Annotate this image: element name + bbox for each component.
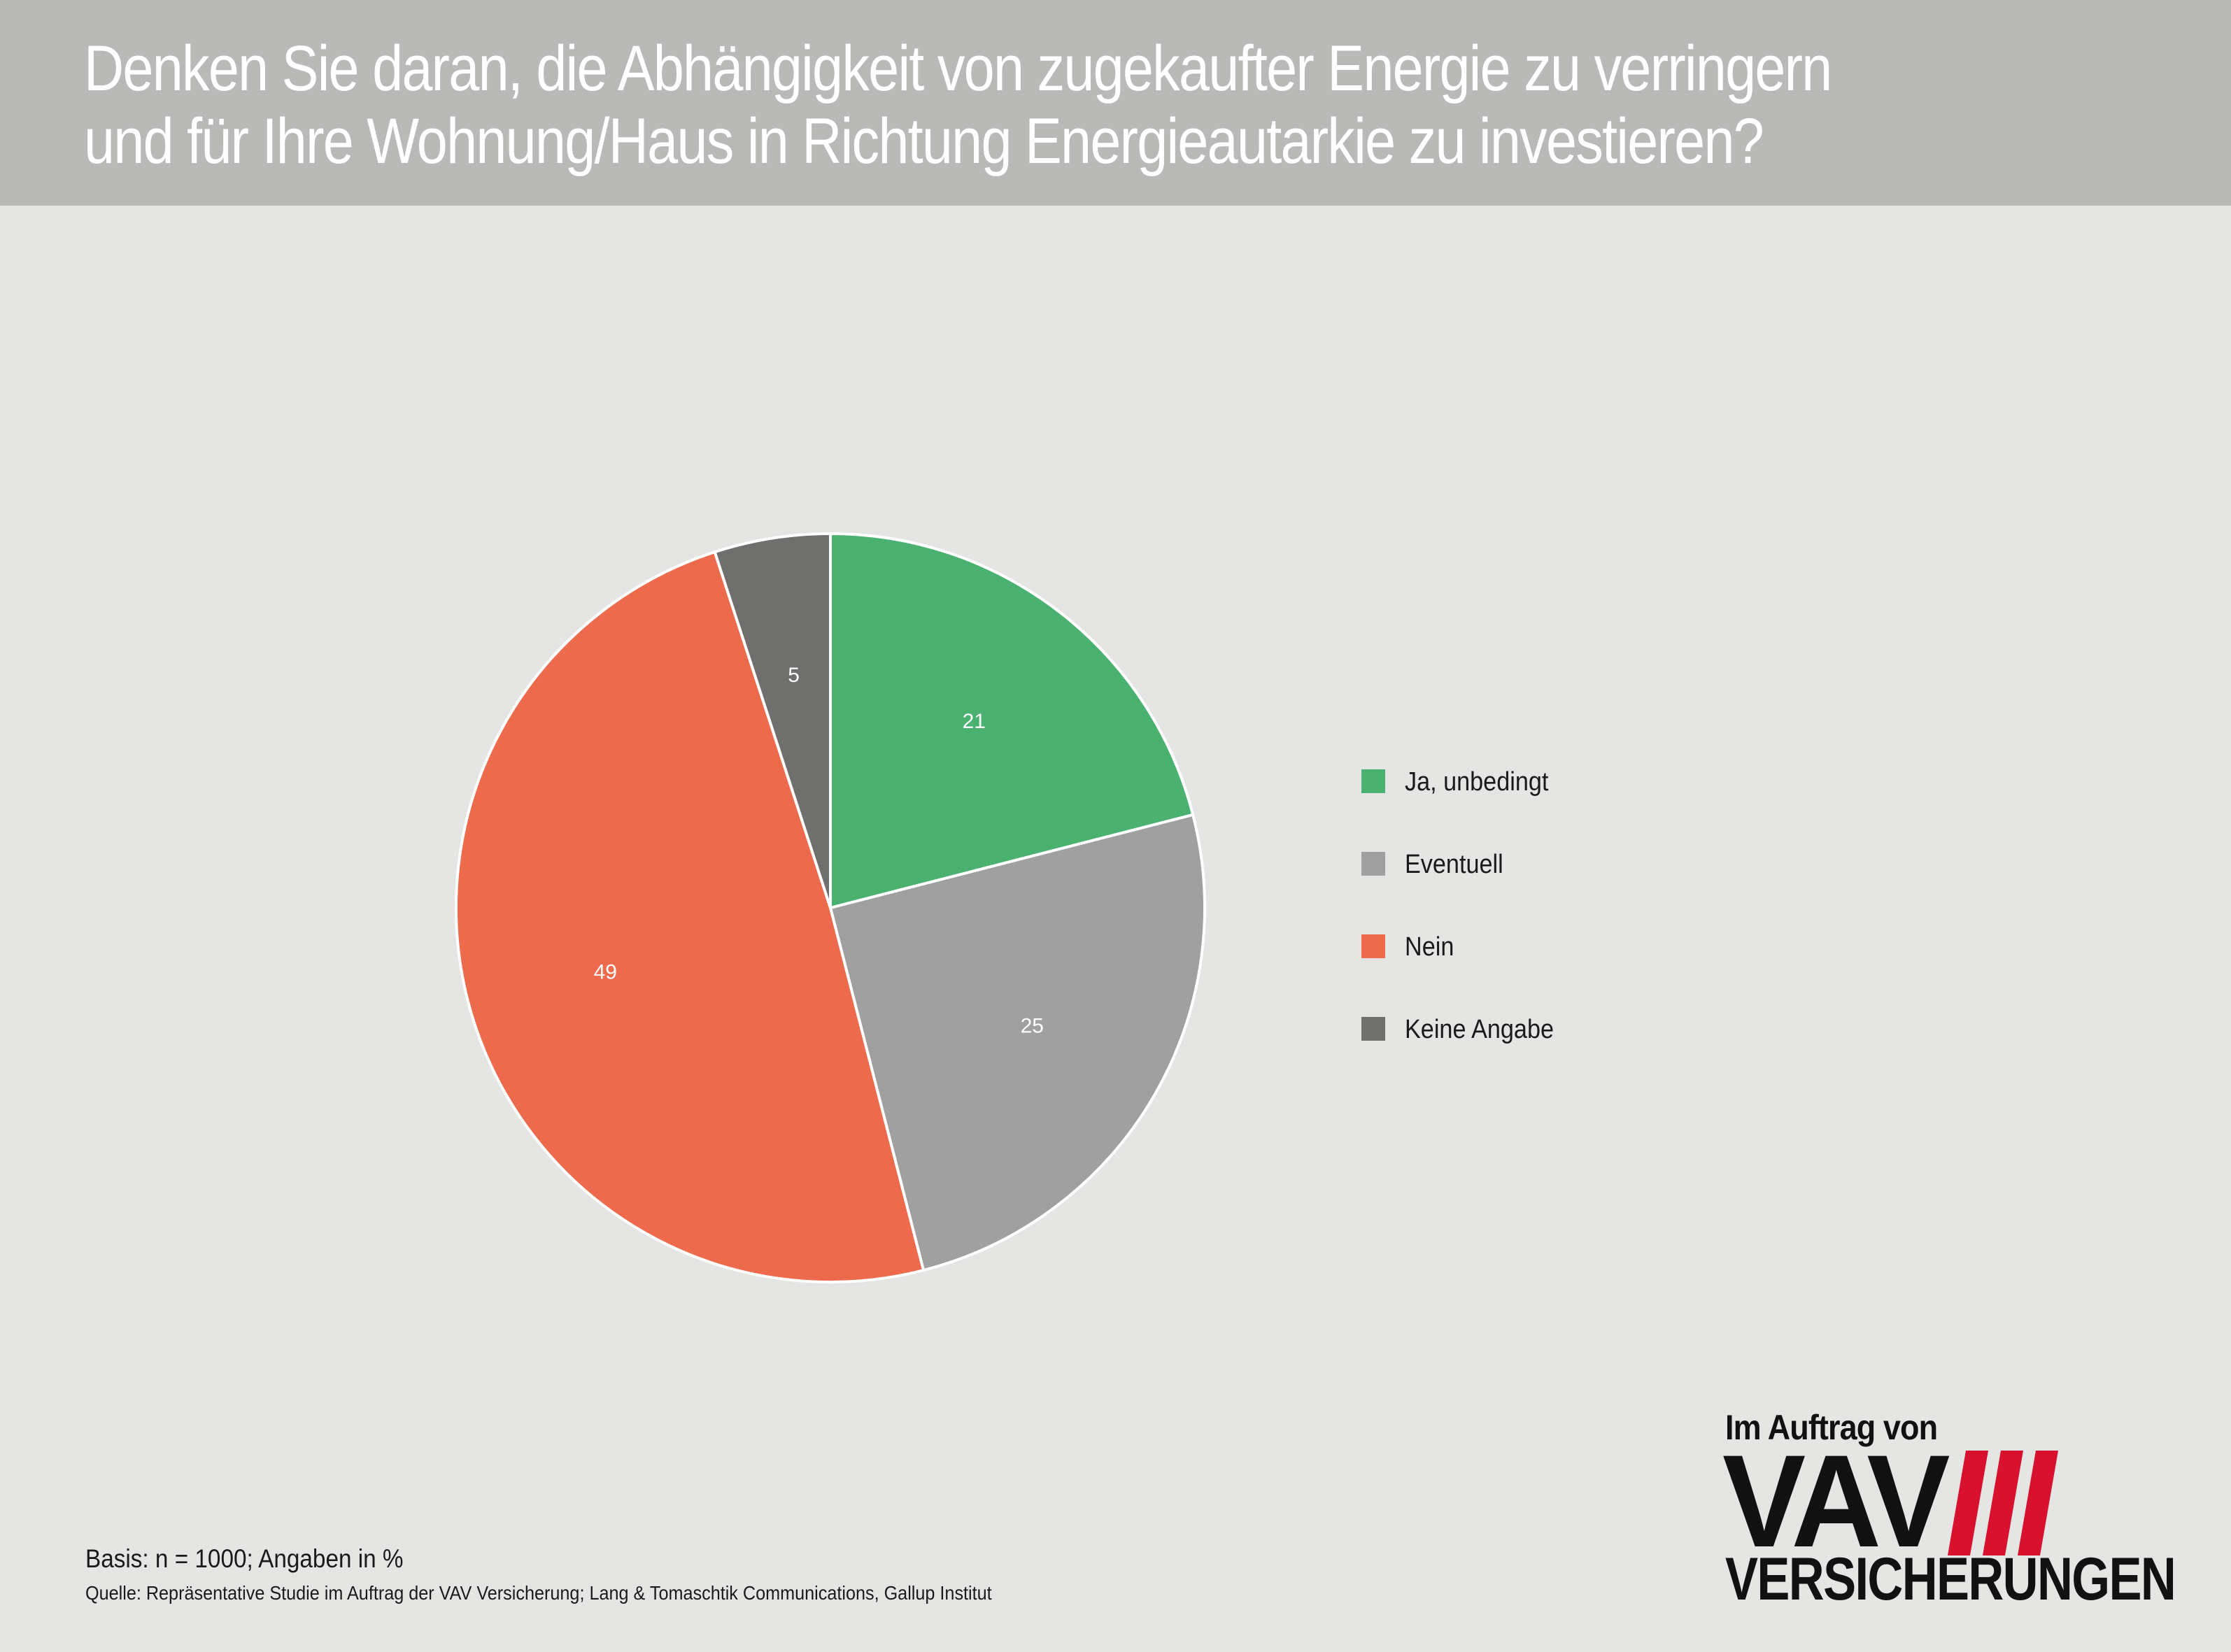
legend-label-nein: Nein — [1405, 932, 1454, 962]
legend-swatch-eventuell — [1361, 852, 1385, 876]
pie-data-label-ja-unbedingt: 21 — [963, 710, 986, 733]
legend-swatch-keine-angabe — [1361, 1017, 1385, 1041]
logo-wordmark: VAV — [1722, 1427, 1950, 1574]
legend-label-eventuell: Eventuell — [1405, 850, 1503, 879]
legend-label-ja-unbedingt: Ja, unbedingt — [1405, 767, 1549, 797]
legend-swatch-ja-unbedingt — [1361, 769, 1385, 793]
pie-slice-ja-unbedingt — [829, 532, 1195, 909]
pie-data-label-nein: 49 — [594, 960, 617, 983]
legend-swatch-nein — [1361, 934, 1385, 958]
pie-data-label-keine-angabe: 5 — [788, 664, 800, 687]
pie-slice-keine-angabe — [713, 532, 832, 909]
chart-title-line-2: und für Ihre Wohnung/Haus in Richtung En… — [84, 106, 1764, 177]
footnote-basis: Basis: n = 1000; Angaben in % — [85, 1544, 404, 1573]
chart-title-line-1: Denken Sie daran, die Abhängigkeit von z… — [84, 33, 1832, 104]
pie-data-label-eventuell: 25 — [1021, 1014, 1044, 1037]
pie-slice-nein — [454, 550, 926, 1284]
header-bar: Denken Sie daran, die Abhängigkeit von z… — [0, 0, 2231, 206]
chart-title: Denken Sie daran, die Abhängigkeit von z… — [84, 32, 1889, 178]
legend-label-keine-angabe: Keine Angabe — [1405, 1015, 1554, 1044]
vav-logo: Im Auftrag von VAV VERSICHERUNGEN — [1722, 1407, 2187, 1617]
logo-stripes-icon — [1948, 1451, 2058, 1555]
pie-slice-eventuell — [829, 813, 1206, 1272]
footnote-source: Quelle: Repräsentative Studie im Auftrag… — [85, 1582, 992, 1604]
logo-subtitle: VERSICHERUNGEN — [1725, 1546, 2176, 1613]
logo-tagline: Im Auftrag von — [1725, 1408, 1938, 1447]
